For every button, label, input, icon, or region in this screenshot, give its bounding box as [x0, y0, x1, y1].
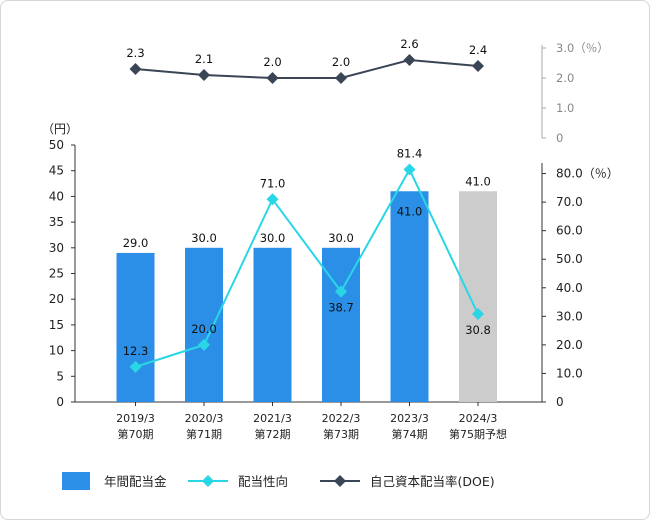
- axes-layer: 0 5 10 15 20 25 30 35 40 45 50 （円） 0 10.0 20.0 30.0 40.0…: [42, 41, 619, 441]
- x-tick-label-year: 2019/3: [116, 412, 155, 425]
- bar-annual-dividend: [459, 191, 497, 402]
- top-right-tick-label: 3.0（％）: [556, 41, 609, 55]
- bar-data-label: 30.0: [191, 231, 217, 245]
- right-tick-label: 40.0: [556, 281, 583, 295]
- doe-data-label: 2.6: [400, 37, 418, 51]
- legend-marker-doe: [334, 475, 346, 487]
- marker-doe: [472, 60, 484, 72]
- left-tick-label: 30: [49, 241, 64, 255]
- bar-data-label: 30.0: [260, 231, 286, 245]
- top-right-tick-label: 0: [556, 131, 563, 145]
- line-payout-ratio: [135, 167, 479, 368]
- lines-layer: [129, 54, 484, 373]
- bar-annual-dividend: [116, 252, 155, 402]
- payout-data-label: 38.7: [328, 300, 354, 314]
- x-tick-label-year: 2022/3: [322, 412, 361, 425]
- x-tick-label-period: 第71期: [186, 427, 222, 441]
- x-tick-label-year: 2024/3: [459, 412, 498, 425]
- legend-marker-payout: [202, 475, 214, 487]
- left-tick-label: 35: [49, 215, 64, 229]
- top-right-tick-label: 1.0: [556, 101, 574, 115]
- right-tick-label: 60.0: [556, 224, 583, 238]
- payout-data-label: 81.4: [397, 147, 423, 161]
- line-doe: [135, 58, 479, 79]
- legend-label-annual-dividend: 年間配当金: [104, 474, 167, 489]
- marker-payout-ratio: [403, 163, 416, 176]
- x-tick-label-year: 2021/3: [253, 412, 292, 425]
- bar-annual-dividend: [185, 247, 223, 402]
- bar-data-label: 41.0: [465, 174, 491, 188]
- left-tick-label: 40: [49, 189, 64, 203]
- marker-doe: [198, 69, 210, 81]
- bar-data-label: 30.0: [328, 231, 354, 245]
- right-tick-label: 80.0（％）: [556, 167, 619, 181]
- payout-data-label: 12.3: [123, 344, 149, 358]
- x-tick-label-period: 第74期: [392, 427, 428, 441]
- right-tick-label: 0: [556, 395, 564, 409]
- marker-payout-ratio: [266, 193, 279, 206]
- marker-doe: [129, 63, 142, 75]
- doe-data-label: 2.0: [332, 55, 350, 69]
- left-tick-label: 20: [49, 292, 64, 306]
- marker-payout-ratio: [472, 308, 484, 321]
- doe-data-label: 2.3: [126, 46, 144, 60]
- marker-payout-ratio: [198, 338, 210, 351]
- doe-data-label: 2.0: [263, 55, 281, 69]
- left-tick-label: 0: [56, 395, 64, 409]
- x-tick-label-period: 第70期: [118, 427, 154, 441]
- bars-layer: [116, 191, 497, 402]
- marker-doe: [403, 54, 416, 66]
- marker-doe: [266, 72, 279, 84]
- payout-data-label: 71.0: [260, 176, 286, 190]
- left-tick-label: 5: [56, 369, 64, 383]
- bar-annual-dividend: [322, 247, 360, 402]
- right-tick-label: 30.0: [556, 309, 583, 323]
- legend-swatch-annual-dividend: [62, 472, 90, 490]
- bar-annual-dividend: [253, 247, 292, 402]
- legend-label-doe: 自己資本配当率(DOE): [370, 474, 495, 489]
- left-tick-label: 15: [49, 318, 64, 332]
- right-tick-label: 50.0: [556, 252, 583, 266]
- doe-data-label: 2.4: [469, 43, 487, 57]
- legend-layer: 年間配当金 配当性向 自己資本配当率(DOE): [62, 472, 495, 490]
- x-tick-label-period: 第75期予想: [449, 427, 507, 441]
- legend-label-payout: 配当性向: [238, 474, 288, 489]
- left-tick-label: 10: [49, 344, 64, 358]
- left-tick-label: 50: [49, 138, 64, 152]
- x-tick-label-year: 2023/3: [390, 412, 429, 425]
- x-tick-label-year: 2020/3: [185, 412, 224, 425]
- left-tick-label: 25: [49, 267, 64, 281]
- bar-annual-dividend: [390, 191, 429, 402]
- left-axis-unit: （円）: [42, 122, 78, 136]
- x-tick-label-period: 第73期: [323, 427, 359, 441]
- payout-data-label: 20.0: [191, 322, 217, 336]
- left-tick-label: 45: [49, 164, 64, 178]
- marker-doe: [335, 72, 347, 84]
- marker-payout-ratio: [129, 360, 142, 373]
- payout-data-label: 30.8: [465, 323, 491, 337]
- x-tick-label-period: 第72期: [255, 427, 291, 441]
- right-tick-label: 70.0: [556, 195, 583, 209]
- labels-layer: 29.0 30.0 30.0 30.0 41.0 41.0 12.3 20.0 71.0 38.7…: [123, 37, 491, 358]
- marker-payout-ratio: [335, 285, 347, 298]
- right-tick-label: 10.0: [556, 366, 583, 380]
- doe-data-label: 2.1: [195, 52, 213, 66]
- top-right-tick-label: 2.0: [556, 71, 574, 85]
- bar-data-label: 41.0: [397, 204, 423, 218]
- right-tick-label: 20.0: [556, 338, 583, 352]
- bar-data-label: 29.0: [123, 236, 149, 250]
